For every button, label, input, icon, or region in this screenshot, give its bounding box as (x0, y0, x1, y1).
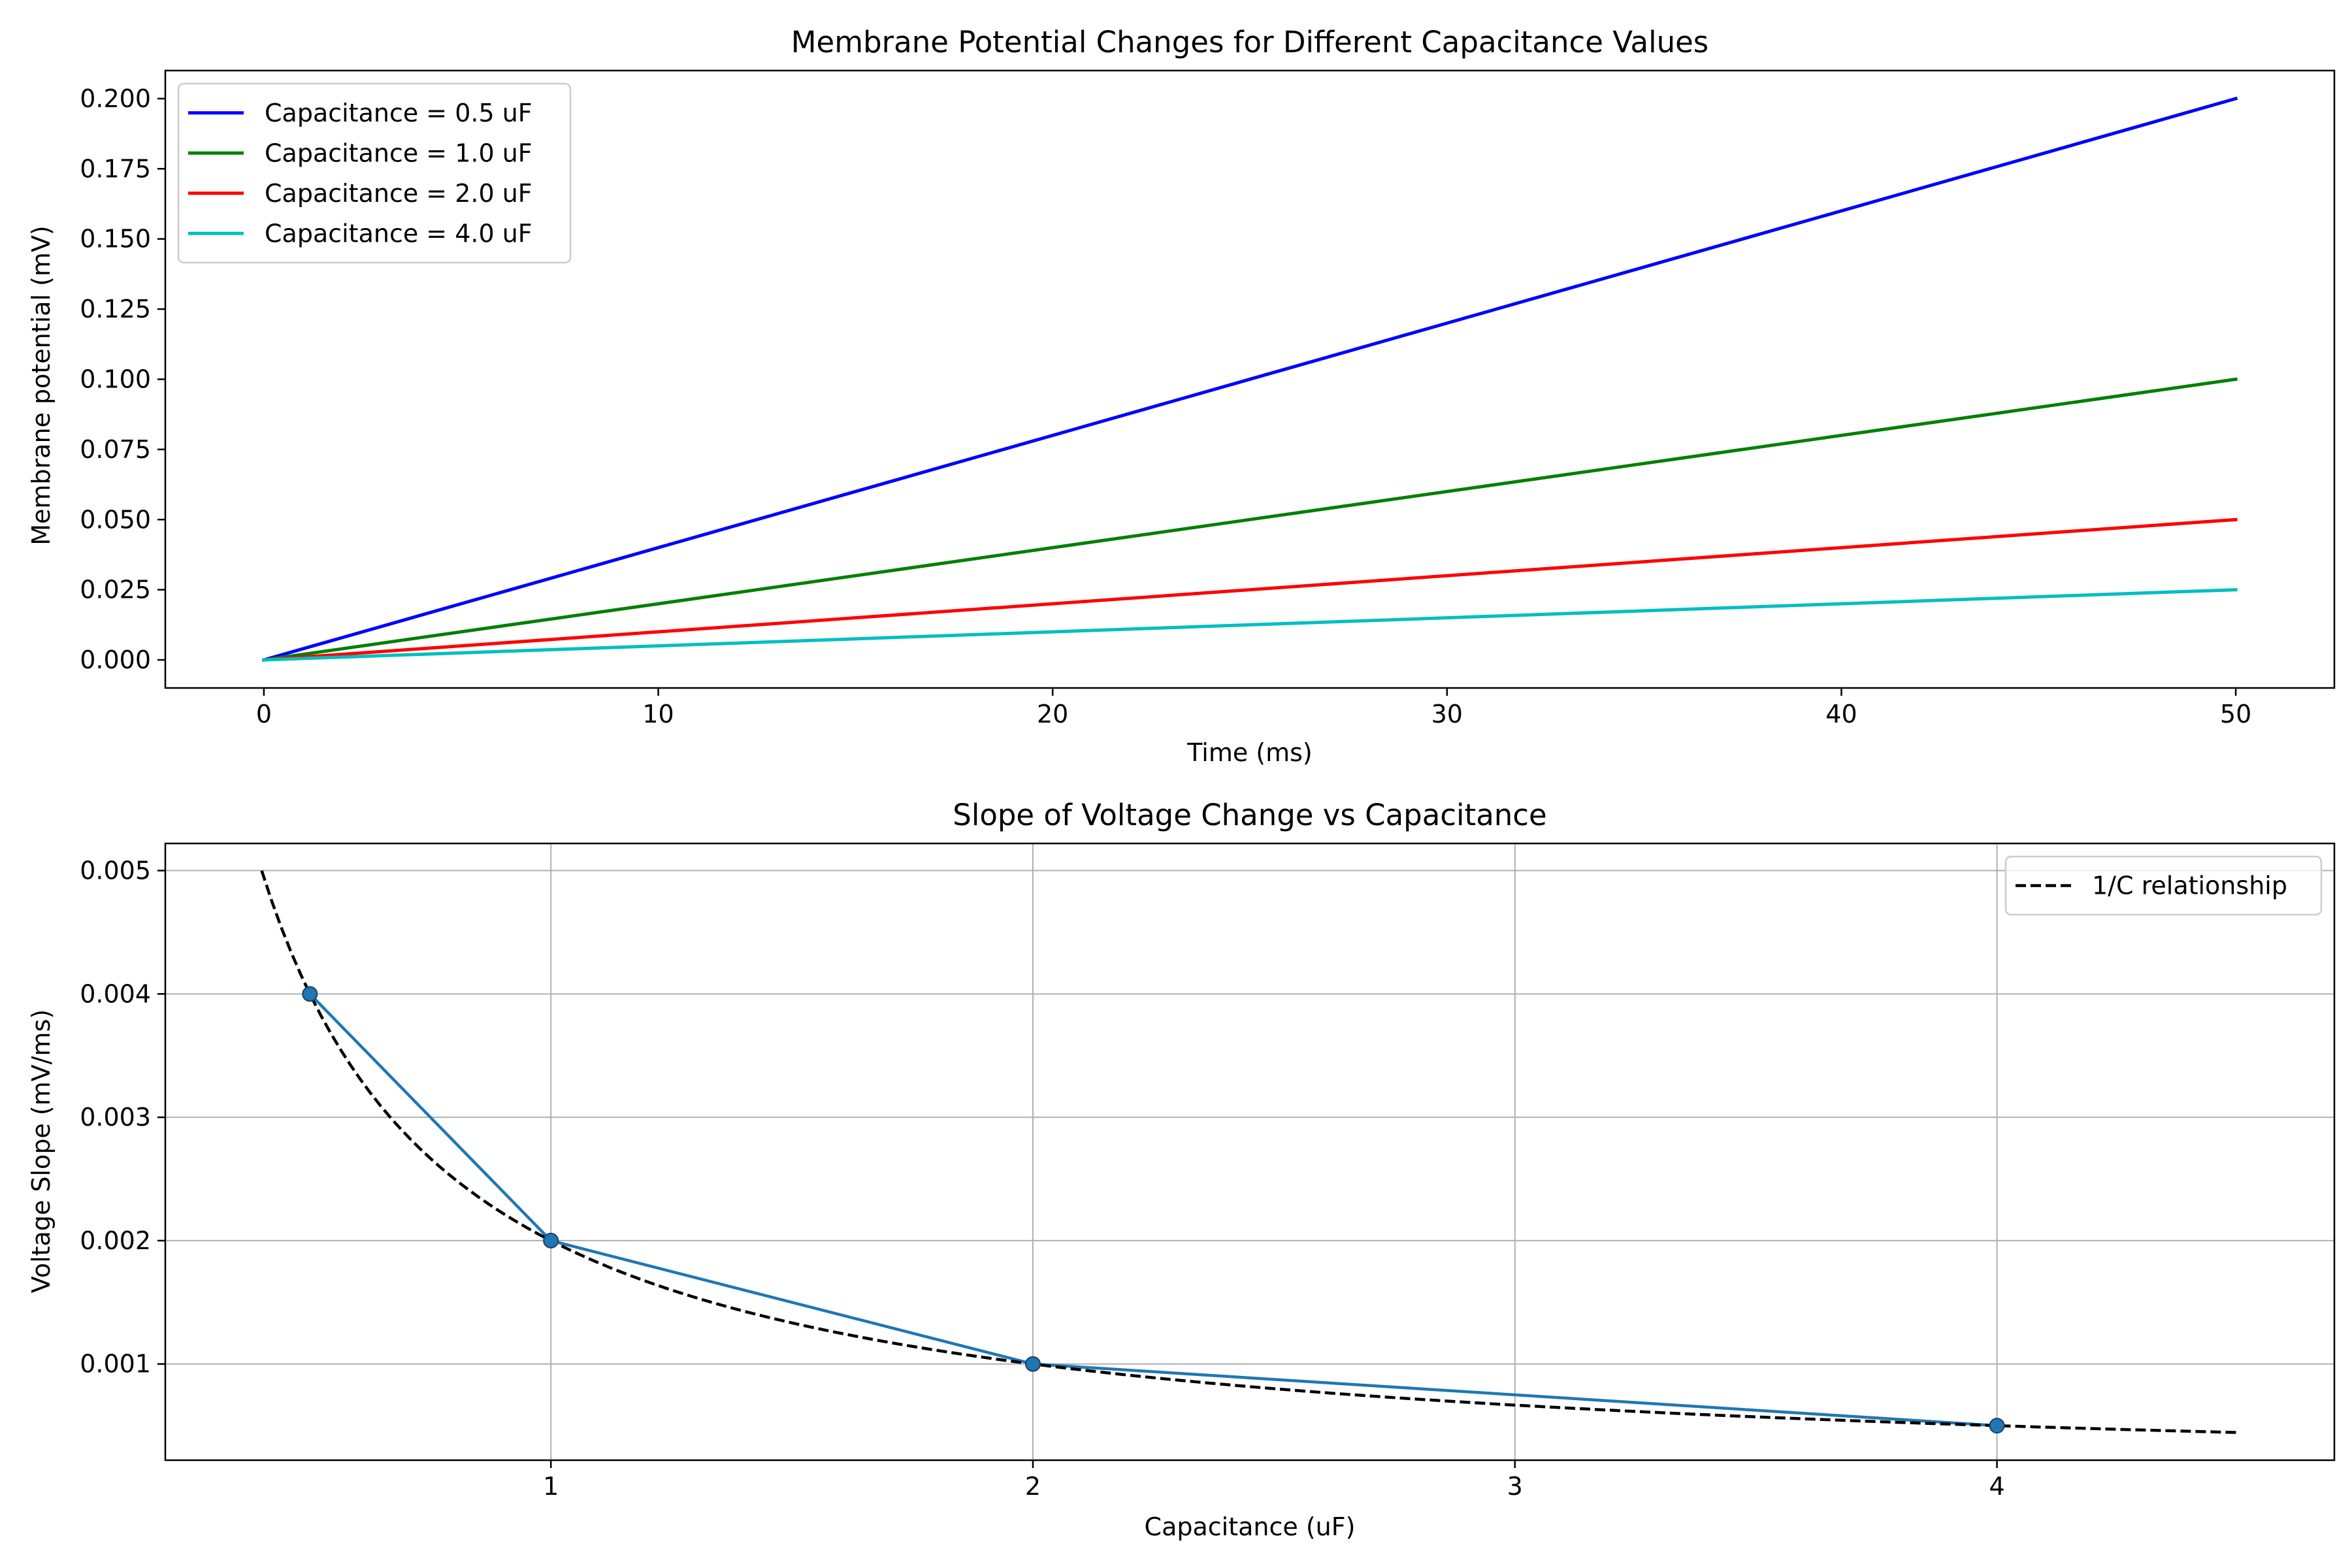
chart-1-x-tick-label: 40 (1825, 700, 1857, 728)
chart-1-y-tick-label: 0.075 (80, 435, 151, 464)
chart-2-title: Slope of Voltage Change vs Capacitance (953, 798, 1546, 832)
chart-1-y-tick-label: 0.025 (80, 576, 151, 604)
chart-2-y-tick-label: 0.004 (80, 979, 151, 1008)
chart-1-y-ticks: 0.000 0.025 0.050 0.075 0.100 0.125 0.150 0.175… (80, 84, 165, 674)
chart-1-x-axis-label: Time (ms) (1186, 738, 1313, 767)
series-line-1-over-c (260, 870, 2238, 1434)
legend-label: Capacitance = 0.5 uF (265, 99, 532, 127)
chart-1-y-tick-label: 0.150 (80, 225, 151, 253)
chart-2-x-tick-label: 3 (1507, 1472, 1523, 1501)
chart-2-y-ticks: 0.001 0.002 0.003 0.004 0.005 (80, 857, 165, 1379)
legend-label: Capacitance = 4.0 uF (265, 219, 532, 248)
chart-1-title: Membrane Potential Changes for Different… (791, 25, 1709, 59)
series-line-slope (308, 992, 1997, 1428)
legend-label: Capacitance = 1.0 uF (265, 139, 532, 167)
series-line-c-1 (261, 96, 2238, 662)
chart-2-x-tick-label: 1 (543, 1472, 559, 1501)
chart-2-x-ticks: 1 2 3 4 (543, 1460, 2005, 1501)
chart-1-y-tick-label: 0.175 (80, 154, 151, 183)
chart-1-x-tick-label: 50 (2220, 700, 2251, 728)
chart-2-legend-box (2004, 855, 2323, 916)
chart-1-y-tick-label: 0.125 (80, 295, 151, 323)
data-point-marker (543, 1232, 559, 1249)
chart-1-x-ticks: 0 10 20 30 40 50 (256, 688, 2251, 728)
chart-2-y-tick-label: 0.003 (80, 1103, 151, 1132)
chart-1-x-tick-label: 10 (642, 700, 674, 728)
chart-2-plot-frame (164, 842, 2336, 1462)
legend-label: 1/C relationship (2092, 872, 2287, 900)
series-line-c-2 (262, 377, 2238, 662)
chart-2-x-tick-label: 4 (1989, 1472, 2004, 1501)
voltage-slope-chart: Slope of Voltage Change vs Capacitance 1… (27, 798, 2336, 1541)
chart-2-x-axis-label: Capacitance (uF) (1145, 1512, 1356, 1541)
chart-1-series-layer (261, 96, 2238, 662)
chart-2-y-tick-label: 0.005 (80, 857, 151, 885)
series-line-c-4 (262, 588, 2238, 662)
chart-1-y-axis-label: Membrane potential (mV) (27, 225, 56, 546)
chart-2-y-axis-label: Voltage Slope (mV/ms) (27, 1009, 56, 1293)
chart-1-x-tick-label: 20 (1037, 700, 1068, 728)
chart-1-legend: Capacitance = 0.5 uF Capacitance = 1.0 uF… (177, 82, 572, 264)
chart-1-y-tick-label: 0.050 (80, 505, 151, 534)
data-point-marker (1989, 1418, 2005, 1434)
chart-2-y-tick-label: 0.002 (80, 1226, 151, 1255)
data-point-marker (302, 986, 318, 1002)
chart-1-x-tick-label: 30 (1431, 700, 1463, 728)
membrane-potential-chart: Membrane Potential Changes for Different… (27, 25, 2336, 767)
legend-label: Capacitance = 2.0 uF (265, 179, 532, 208)
chart-2-legend: 1/C relationship (2004, 855, 2323, 916)
chart-1-legend-box (177, 82, 572, 264)
data-point-marker (1025, 1356, 1041, 1372)
chart-2-x-tick-label: 2 (1025, 1472, 1041, 1501)
chart-2-grid (165, 843, 2334, 1460)
chart-1-x-tick-label: 0 (256, 700, 272, 728)
chart-1-y-tick-label: 0.200 (80, 84, 151, 113)
series-line-c-3 (262, 517, 2238, 662)
chart-1-y-tick-label: 0.100 (80, 365, 151, 394)
chart-2-y-tick-label: 0.001 (80, 1350, 151, 1379)
chart-1-y-tick-label: 0.000 (80, 645, 151, 674)
chart-2-series-layer (260, 870, 2238, 1434)
